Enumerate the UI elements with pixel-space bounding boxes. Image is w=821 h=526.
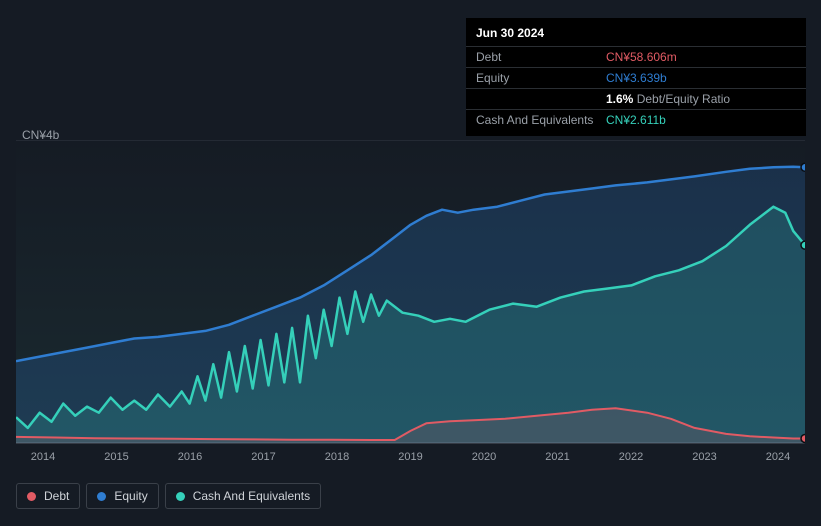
legend-item-equity[interactable]: Equity [86, 483, 158, 509]
tooltip-row: EquityCN¥3.639b [466, 67, 806, 88]
tooltip-row-label: Cash And Equivalents [476, 113, 606, 127]
legend-item-label: Cash And Equivalents [193, 489, 310, 503]
legend-item-label: Debt [44, 489, 69, 503]
tooltip-row-value: CN¥2.611b [606, 113, 666, 127]
tooltip-row: DebtCN¥58.606m [466, 46, 806, 67]
x-axis-tick: 2019 [396, 451, 426, 463]
x-axis-tick: 2018 [322, 451, 352, 463]
x-axis-tick: 2023 [690, 451, 720, 463]
x-axis-tick: 2024 [763, 451, 793, 463]
tooltip-row-value: CN¥58.606m [606, 50, 677, 64]
legend-swatch-icon [176, 492, 185, 501]
tooltip-row-label: Debt [476, 50, 606, 64]
tooltip-row-value: 1.6% Debt/Equity Ratio [606, 92, 730, 106]
legend-swatch-icon [97, 492, 106, 501]
x-axis-tick: 2016 [175, 451, 205, 463]
chart-tooltip: Jun 30 2024 DebtCN¥58.606mEquityCN¥3.639… [466, 18, 806, 136]
tooltip-row-value: CN¥3.639b [606, 71, 667, 85]
x-axis-tick: 2021 [543, 451, 573, 463]
x-axis-tick: 2020 [469, 451, 499, 463]
legend-swatch-icon [27, 492, 36, 501]
tooltip-row-label [476, 92, 606, 106]
x-axis-tick: 2014 [28, 451, 58, 463]
x-axis-tick: 2017 [249, 451, 279, 463]
tooltip-row-label: Equity [476, 71, 606, 85]
x-axis-tick: 2022 [616, 451, 646, 463]
legend-item-label: Equity [114, 489, 147, 503]
legend-item-cash[interactable]: Cash And Equivalents [165, 483, 321, 509]
tooltip-row: 1.6% Debt/Equity Ratio [466, 88, 806, 109]
chart-plot-area [16, 140, 805, 451]
chart-legend: Debt Equity Cash And Equivalents [16, 483, 321, 509]
x-axis-tick: 2015 [102, 451, 132, 463]
legend-item-debt[interactable]: Debt [16, 483, 80, 509]
tooltip-title: Jun 30 2024 [466, 24, 806, 46]
tooltip-row: Cash And EquivalentsCN¥2.611b [466, 109, 806, 130]
x-axis: 2014 2015 2016 2017 2018 2019 2020 2021 2022 2023… [28, 451, 793, 463]
